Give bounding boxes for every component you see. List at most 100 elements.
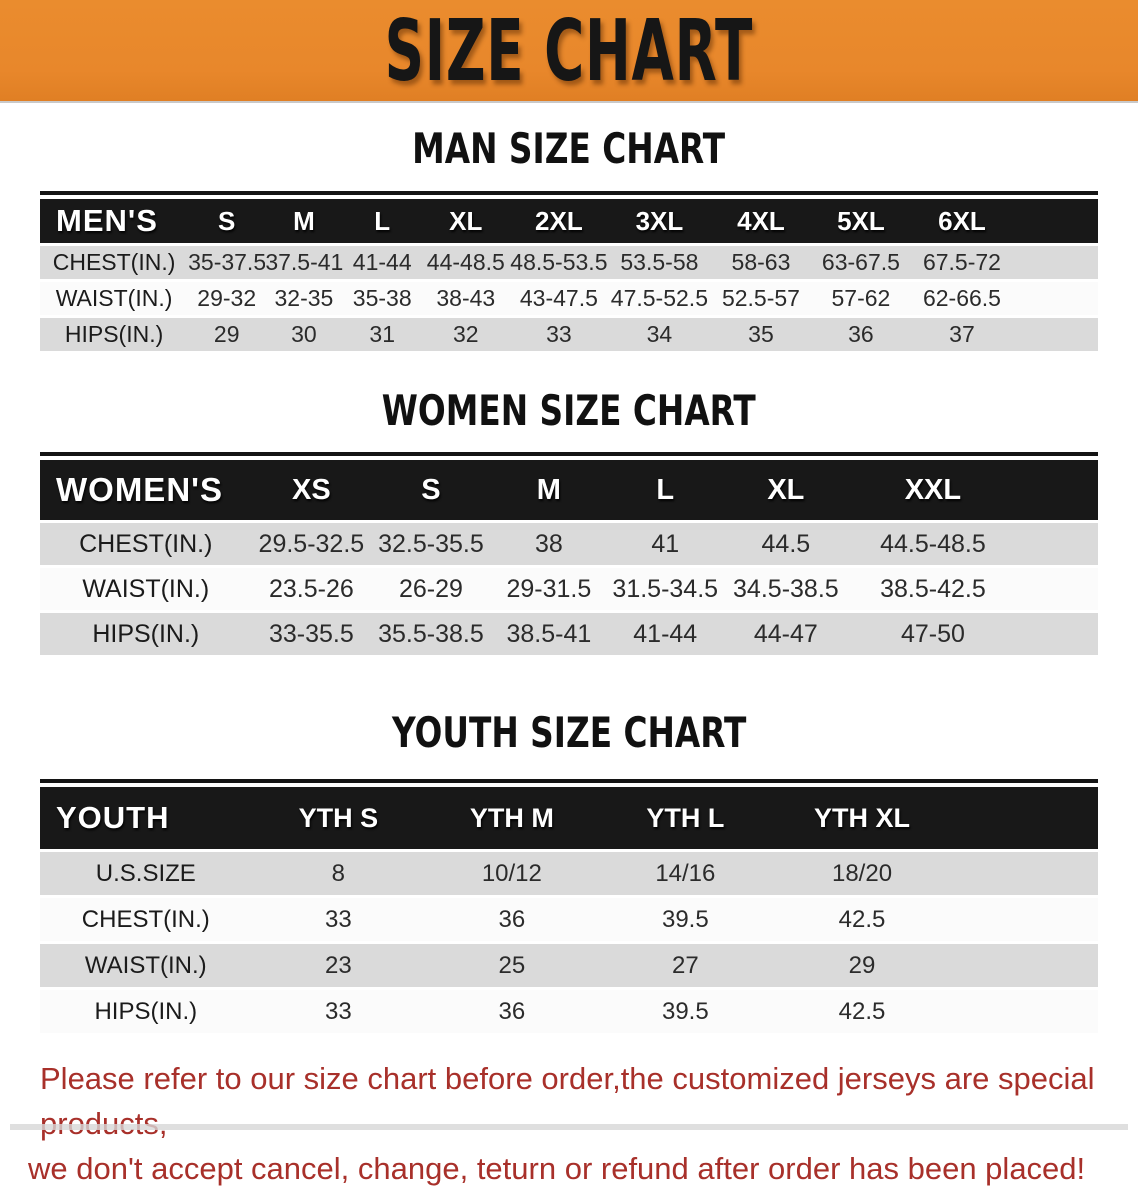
measurement-row: HIPS(IN.) 29 30 31 32 33 34 35 36 37: [40, 318, 1098, 351]
size-column-header: S: [371, 460, 491, 520]
row-filler-cell: [951, 898, 1098, 941]
size-value-cell: 47-50: [848, 613, 1018, 655]
size-value-cell: 35-37.5: [188, 246, 266, 279]
man-section-title-text: MAN SIZE CHART: [412, 124, 726, 173]
measurement-row-label: U.S.SIZE: [40, 852, 252, 895]
row-filler-cell: [1013, 318, 1098, 351]
measurement-row-label: CHEST(IN.): [40, 898, 252, 941]
measurement-row-label: WAIST(IN.): [40, 944, 252, 987]
measurement-row-label: CHEST(IN.): [40, 246, 189, 279]
man-section-title: MAN SIZE CHART: [0, 126, 1138, 172]
youth-size-table: YOUTH YTH S YTH M YTH L YTH XL U.S.SIZE 8 10/12…: [40, 784, 1098, 1036]
size-column-header: XS: [251, 460, 372, 520]
size-column-header: L: [607, 460, 724, 520]
size-column-header: 6XL: [910, 199, 1014, 243]
size-value-cell: 8: [251, 852, 426, 895]
size-value-cell: 10/12: [425, 852, 599, 895]
size-value-cell: 29-31.5: [490, 568, 608, 610]
measurement-row-label: WAIST(IN.): [40, 568, 252, 610]
size-value-cell: 41-44: [342, 246, 422, 279]
row-filler-cell: [951, 990, 1098, 1033]
row-filler-cell: [951, 944, 1098, 987]
size-value-cell: 31.5-34.5: [607, 568, 724, 610]
size-column-header: 3XL: [608, 199, 711, 243]
size-value-cell: 57-62: [811, 282, 911, 315]
size-value-cell: 33: [509, 318, 609, 351]
size-value-cell: 41: [607, 523, 724, 565]
size-value-cell: 14/16: [598, 852, 773, 895]
size-value-cell: 38: [490, 523, 608, 565]
measurement-row: U.S.SIZE 8 10/12 14/16 18/20: [40, 852, 1098, 895]
size-value-cell: 44.5-48.5: [848, 523, 1018, 565]
measurement-row: CHEST(IN.) 33 36 39.5 42.5: [40, 898, 1098, 941]
size-column-header: 4XL: [710, 199, 812, 243]
size-column-header: S: [188, 199, 266, 243]
size-value-cell: 36: [425, 898, 599, 941]
size-value-cell: 29-32: [188, 282, 266, 315]
size-chart-banner: SIZE CHART: [0, 0, 1138, 103]
size-value-cell: 35-38: [342, 282, 422, 315]
size-value-cell: 31: [342, 318, 422, 351]
size-column-header: M: [490, 460, 608, 520]
measurement-row: HIPS(IN.) 33 36 39.5 42.5: [40, 990, 1098, 1033]
header-filler-cell: [951, 787, 1098, 849]
size-column-header: M: [265, 199, 343, 243]
size-value-cell: 47.5-52.5: [608, 282, 711, 315]
row-filler-cell: [1017, 613, 1098, 655]
youth-section-title-text: YOUTH SIZE CHART: [391, 708, 747, 757]
measurement-row-label: HIPS(IN.): [40, 613, 252, 655]
table-group-label: WOMEN'S: [40, 460, 252, 520]
measurement-row: CHEST(IN.) 35-37.5 37.5-41 41-44 44-48.5 48.5…: [40, 246, 1098, 279]
size-column-header: 2XL: [509, 199, 609, 243]
size-value-cell: 38-43: [421, 282, 510, 315]
size-value-cell: 39.5: [598, 990, 773, 1033]
measurement-row: WAIST(IN.) 23 25 27 29: [40, 944, 1098, 987]
size-column-header: YTH S: [251, 787, 426, 849]
disclaimer-line-1: Please refer to our size chart before or…: [40, 1061, 1095, 1141]
size-value-cell: 33: [251, 898, 426, 941]
table-group-label: MEN'S: [40, 199, 189, 243]
mens-size-table: MEN'S S M L XL 2XL 3XL 4XL 5XL 6XL CHEST(IN.) 35-37…: [40, 196, 1098, 354]
table-group-label: YOUTH: [40, 787, 252, 849]
size-value-cell: 18/20: [772, 852, 952, 895]
size-value-cell: 67.5-72: [910, 246, 1014, 279]
size-table-header-row: WOMEN'S XS S M L XL XXL: [40, 460, 1098, 520]
size-value-cell: 26-29: [371, 568, 491, 610]
measurement-row: CHEST(IN.) 29.5-32.5 32.5-35.5 38 41 44.5 44.5…: [40, 523, 1098, 565]
header-filler-cell: [1017, 460, 1098, 520]
size-value-cell: 29.5-32.5: [251, 523, 372, 565]
size-value-cell: 52.5-57: [710, 282, 812, 315]
women-section-title: WOMEN SIZE CHART: [0, 388, 1138, 434]
size-value-cell: 23.5-26: [251, 568, 372, 610]
size-value-cell: 32-35: [265, 282, 343, 315]
size-value-cell: 58-63: [710, 246, 812, 279]
size-column-header: 5XL: [811, 199, 911, 243]
measurement-row: WAIST(IN.) 23.5-26 26-29 29-31.5 31.5-34.5 34…: [40, 568, 1098, 610]
size-value-cell: 37: [910, 318, 1014, 351]
measurement-row-label: HIPS(IN.): [40, 990, 252, 1033]
row-filler-cell: [1017, 568, 1098, 610]
size-value-cell: 33: [251, 990, 426, 1033]
size-value-cell: 34: [608, 318, 711, 351]
youth-section-title: YOUTH SIZE CHART: [0, 710, 1138, 756]
size-value-cell: 38.5-42.5: [848, 568, 1018, 610]
size-value-cell: 44-48.5: [421, 246, 510, 279]
size-value-cell: 35: [710, 318, 812, 351]
size-value-cell: 30: [265, 318, 343, 351]
bottom-edge-strip: [10, 1124, 1128, 1130]
size-value-cell: 48.5-53.5: [509, 246, 609, 279]
size-value-cell: 23: [251, 944, 426, 987]
size-value-cell: 39.5: [598, 898, 773, 941]
size-column-header: YTH M: [425, 787, 599, 849]
size-value-cell: 42.5: [772, 990, 952, 1033]
size-column-header: L: [342, 199, 422, 243]
womens-size-table: WOMEN'S XS S M L XL XXL CHEST(IN.) 29.5-32.5 32.5…: [40, 457, 1098, 658]
size-value-cell: 43-47.5: [509, 282, 609, 315]
size-column-header: XL: [723, 460, 849, 520]
measurement-row-label: HIPS(IN.): [40, 318, 189, 351]
size-value-cell: 27: [598, 944, 773, 987]
size-value-cell: 35.5-38.5: [371, 613, 491, 655]
size-table-header-row: YOUTH YTH S YTH M YTH L YTH XL: [40, 787, 1098, 849]
measurement-row-label: WAIST(IN.): [40, 282, 189, 315]
measurement-row-label: CHEST(IN.): [40, 523, 252, 565]
